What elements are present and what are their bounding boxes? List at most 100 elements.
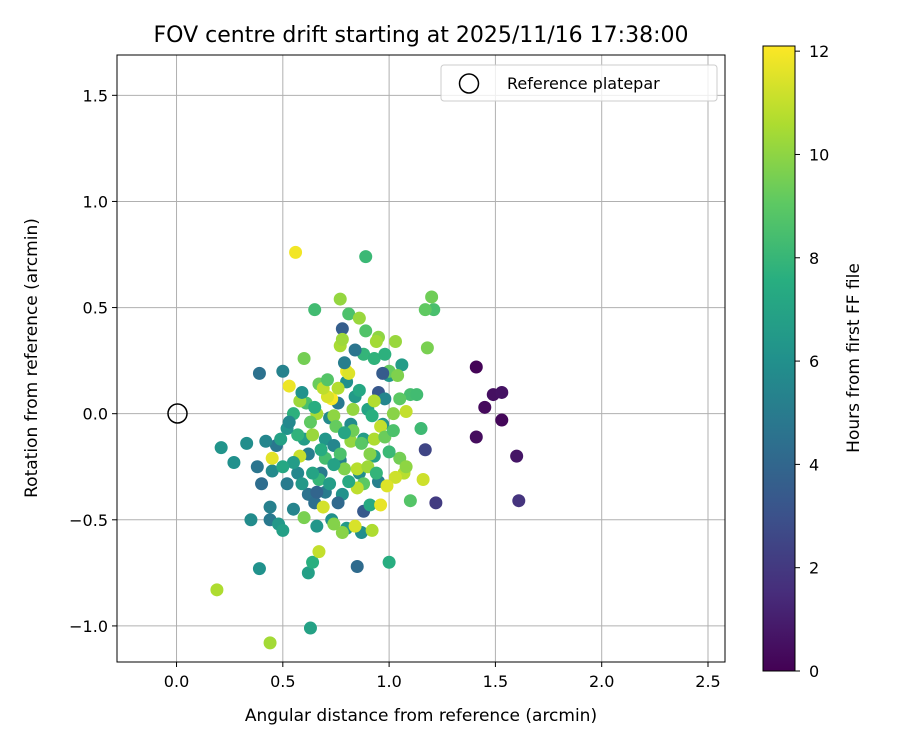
data-point bbox=[331, 381, 345, 395]
data-point bbox=[314, 443, 328, 457]
x-tick-label: 2.5 bbox=[695, 672, 720, 691]
data-point bbox=[374, 419, 388, 433]
colorbar-gradient bbox=[762, 45, 796, 672]
data-point bbox=[410, 388, 424, 402]
y-axis-label: Rotation from reference (arcmin) bbox=[22, 218, 42, 498]
x-tick-label: 0.5 bbox=[270, 672, 295, 691]
y-tick-label: 0.0 bbox=[83, 405, 108, 424]
data-point bbox=[282, 415, 296, 429]
y-axis-ticks: −1.0 −0.5 0.0 0.5 1.0 1.5 bbox=[69, 86, 117, 636]
data-point bbox=[388, 470, 402, 484]
data-point bbox=[495, 385, 509, 399]
data-point bbox=[276, 460, 290, 474]
data-point bbox=[301, 566, 315, 580]
data-point bbox=[386, 407, 400, 421]
data-point bbox=[303, 415, 317, 429]
data-point bbox=[265, 451, 279, 465]
data-point bbox=[367, 432, 381, 446]
x-axis-label: Angular distance from reference (arcmin) bbox=[245, 706, 597, 726]
data-point bbox=[327, 458, 341, 472]
data-point bbox=[303, 621, 317, 635]
data-point bbox=[333, 447, 347, 461]
data-point bbox=[429, 496, 443, 510]
data-point bbox=[316, 500, 330, 514]
data-point bbox=[352, 383, 366, 397]
data-point bbox=[210, 583, 224, 597]
data-point bbox=[320, 373, 334, 387]
data-point bbox=[306, 428, 320, 442]
colorbar-ticks: 0 2 4 6 8 10 12 bbox=[795, 42, 829, 681]
data-point bbox=[388, 335, 402, 349]
data-point bbox=[310, 485, 324, 499]
data-point bbox=[418, 303, 432, 317]
data-point bbox=[510, 449, 524, 463]
data-point bbox=[378, 347, 392, 361]
data-point bbox=[395, 358, 409, 372]
data-point bbox=[276, 523, 290, 537]
colorbar-tick-label: 10 bbox=[809, 145, 829, 164]
colorbar-tick-label: 4 bbox=[809, 455, 819, 474]
data-point bbox=[297, 352, 311, 365]
x-tick-label: 0.0 bbox=[164, 672, 189, 691]
data-point bbox=[252, 366, 266, 380]
data-point bbox=[255, 477, 269, 491]
grid-lines bbox=[117, 55, 725, 662]
y-tick-label: −0.5 bbox=[69, 511, 108, 530]
data-point bbox=[280, 477, 294, 491]
data-point bbox=[403, 494, 417, 508]
data-point bbox=[386, 424, 400, 438]
data-point bbox=[359, 324, 373, 338]
data-point bbox=[369, 335, 383, 349]
data-point bbox=[363, 498, 377, 512]
x-tick-label: 1.0 bbox=[376, 672, 401, 691]
data-point bbox=[382, 445, 396, 459]
colorbar-tick-label: 12 bbox=[809, 42, 829, 61]
legend-marker-icon bbox=[458, 73, 480, 94]
data-point bbox=[374, 498, 388, 512]
data-point bbox=[348, 519, 362, 533]
colorbar-tick-label: 0 bbox=[809, 662, 819, 681]
colorbar-tick-label: 8 bbox=[809, 249, 819, 268]
colorbar-label: Hours from first FF file bbox=[844, 263, 864, 453]
x-tick-label: 1.5 bbox=[483, 672, 508, 691]
y-tick-label: −1.0 bbox=[69, 617, 108, 636]
data-point bbox=[376, 366, 390, 380]
data-point bbox=[310, 519, 324, 533]
data-point bbox=[335, 322, 349, 336]
data-point bbox=[265, 464, 279, 478]
colorbar: 0 2 4 6 8 10 12 Hours from first FF file bbox=[762, 42, 864, 681]
data-point bbox=[286, 455, 300, 469]
reference-point-marker bbox=[167, 403, 188, 424]
data-point bbox=[282, 379, 296, 393]
data-point bbox=[391, 368, 405, 382]
data-point bbox=[348, 343, 362, 357]
data-point bbox=[350, 559, 364, 573]
data-point bbox=[414, 422, 428, 436]
data-points bbox=[210, 245, 526, 650]
data-point bbox=[342, 307, 356, 321]
plot-frame bbox=[116, 54, 726, 663]
data-point bbox=[276, 364, 290, 378]
x-axis-ticks: 0.0 0.5 1.0 1.5 2.0 2.5 bbox=[164, 662, 721, 691]
data-point bbox=[399, 405, 413, 419]
data-point bbox=[359, 250, 373, 264]
data-point bbox=[274, 432, 288, 446]
colorbar-tick-label: 6 bbox=[809, 352, 819, 371]
data-point bbox=[263, 500, 277, 514]
data-point bbox=[425, 290, 439, 304]
legend-entry-reference-platepar: Reference platepar bbox=[507, 74, 660, 93]
y-tick-label: 0.5 bbox=[83, 299, 108, 318]
data-point bbox=[297, 511, 311, 525]
chart-title: FOV centre drift starting at 2025/11/16 … bbox=[154, 23, 689, 48]
data-point bbox=[369, 466, 383, 480]
data-point bbox=[337, 462, 351, 476]
data-point bbox=[308, 400, 322, 414]
data-point bbox=[286, 502, 300, 516]
data-point bbox=[327, 409, 341, 423]
data-point bbox=[291, 466, 305, 480]
data-point bbox=[469, 430, 483, 444]
data-point bbox=[240, 436, 254, 450]
data-point bbox=[312, 545, 326, 559]
data-point bbox=[378, 392, 392, 406]
